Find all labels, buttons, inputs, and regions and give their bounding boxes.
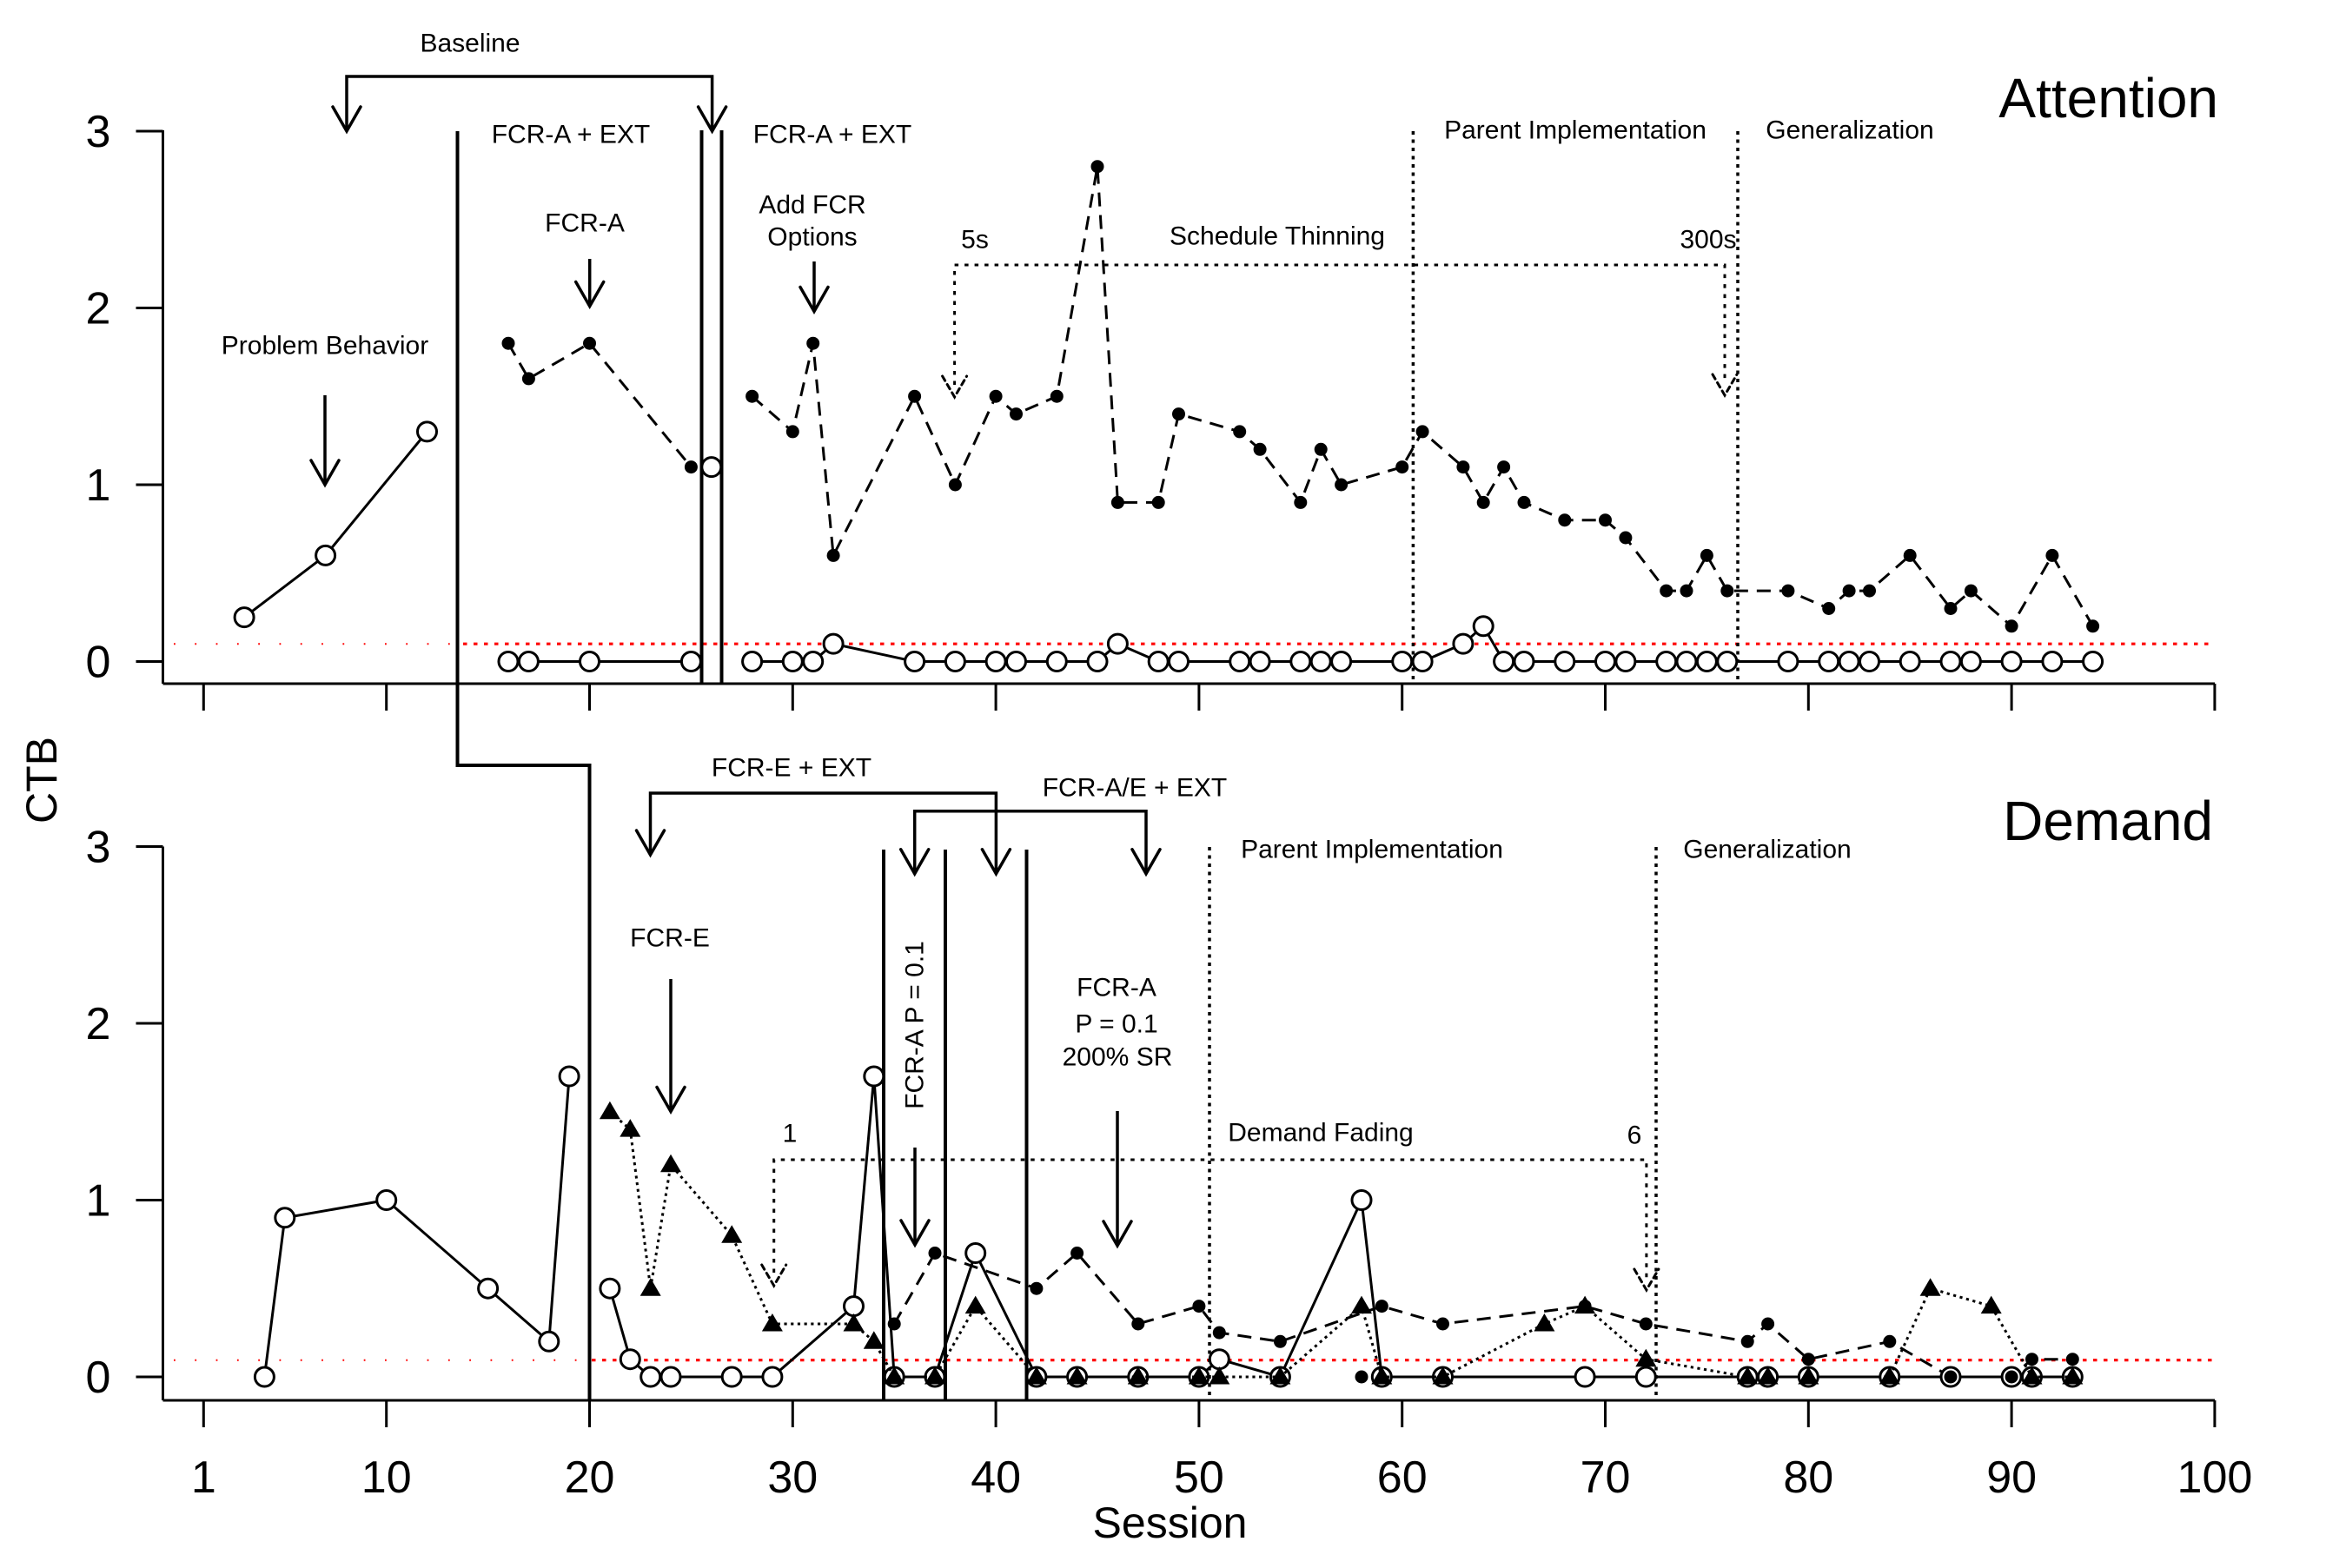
svg-text:FCR-A: FCR-A bbox=[1077, 974, 1156, 1002]
svg-text:100: 100 bbox=[2177, 1452, 2253, 1503]
svg-text:Parent Implementation: Parent Implementation bbox=[1444, 116, 1706, 145]
svg-text:0: 0 bbox=[86, 638, 111, 688]
svg-text:FCR-E: FCR-E bbox=[630, 924, 710, 953]
svg-text:FCR-A/E + EXT: FCR-A/E + EXT bbox=[1043, 774, 1228, 803]
svg-text:Generalization: Generalization bbox=[1683, 836, 1851, 864]
svg-text:5s: 5s bbox=[961, 226, 989, 255]
svg-text:2: 2 bbox=[86, 999, 111, 1049]
svg-text:1: 1 bbox=[86, 460, 111, 511]
svg-text:Attention: Attention bbox=[1998, 67, 2218, 129]
svg-text:0: 0 bbox=[86, 1353, 111, 1403]
svg-text:Demand: Demand bbox=[2003, 790, 2213, 852]
svg-text:90: 90 bbox=[1986, 1452, 2037, 1503]
svg-text:30: 30 bbox=[767, 1452, 818, 1503]
svg-text:CTB: CTB bbox=[17, 737, 66, 824]
svg-text:Parent Implementation: Parent Implementation bbox=[1241, 836, 1503, 864]
svg-text:70: 70 bbox=[1581, 1452, 1631, 1503]
svg-text:FCR-A + EXT: FCR-A + EXT bbox=[753, 121, 912, 149]
svg-text:300s: 300s bbox=[1680, 226, 1736, 255]
svg-text:50: 50 bbox=[1174, 1452, 1224, 1503]
svg-text:Generalization: Generalization bbox=[1766, 116, 1933, 145]
svg-text:3: 3 bbox=[86, 823, 111, 873]
svg-text:60: 60 bbox=[1377, 1452, 1428, 1503]
svg-text:200% SR: 200% SR bbox=[1063, 1043, 1173, 1072]
svg-text:80: 80 bbox=[1783, 1452, 1833, 1503]
svg-text:Problem Behavior: Problem Behavior bbox=[222, 332, 428, 361]
svg-text:1: 1 bbox=[783, 1120, 798, 1148]
svg-text:FCR-A: FCR-A bbox=[545, 209, 625, 238]
svg-text:10: 10 bbox=[361, 1452, 412, 1503]
svg-text:Baseline: Baseline bbox=[420, 30, 520, 58]
svg-text:6: 6 bbox=[1627, 1121, 1642, 1150]
svg-text:2: 2 bbox=[86, 284, 111, 334]
svg-text:Add FCR: Add FCR bbox=[759, 191, 865, 220]
svg-text:P = 0.1: P = 0.1 bbox=[1075, 1010, 1157, 1039]
svg-text:1: 1 bbox=[191, 1452, 216, 1503]
svg-text:Options: Options bbox=[767, 223, 857, 252]
svg-text:FCR-A + EXT: FCR-A + EXT bbox=[492, 121, 651, 149]
svg-text:1: 1 bbox=[86, 1176, 111, 1227]
svg-text:FCR-E + EXT: FCR-E + EXT bbox=[712, 754, 871, 783]
svg-text:FCR-A P = 0.1: FCR-A P = 0.1 bbox=[901, 941, 930, 1109]
svg-text:Demand Fading: Demand Fading bbox=[1228, 1119, 1413, 1148]
svg-text:3: 3 bbox=[86, 107, 111, 157]
svg-text:20: 20 bbox=[565, 1452, 615, 1503]
svg-text:40: 40 bbox=[971, 1452, 1021, 1503]
svg-text:Session: Session bbox=[1093, 1499, 1248, 1547]
svg-text:Schedule Thinning: Schedule Thinning bbox=[1170, 222, 1385, 251]
